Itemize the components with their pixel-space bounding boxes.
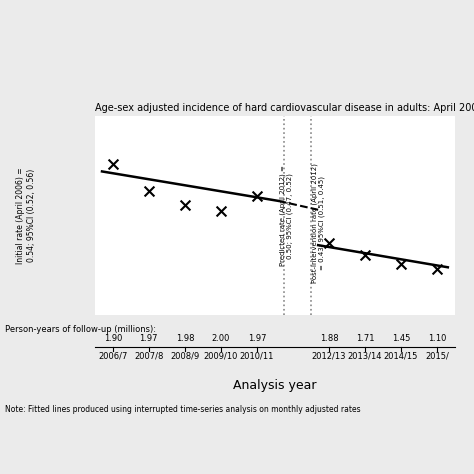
Text: 1.10: 1.10 [428, 334, 446, 343]
Point [253, 192, 261, 200]
Text: Post-intervention rate (April 2012)
= 0.43; 95%CI (0.51, 0.45): Post-intervention rate (April 2012) = 0.… [311, 163, 325, 283]
Text: Analysis year: Analysis year [233, 379, 317, 392]
Text: 2007/8: 2007/8 [134, 352, 164, 361]
Text: 2006/7: 2006/7 [98, 352, 128, 361]
Point [181, 201, 189, 209]
Text: 2012/13: 2012/13 [312, 352, 346, 361]
Text: 2009/10: 2009/10 [204, 352, 238, 361]
Text: 1.88: 1.88 [319, 334, 338, 343]
Point [145, 188, 153, 195]
Text: Person-years of follow-up (millions):: Person-years of follow-up (millions): [5, 325, 156, 334]
Text: 2013/14: 2013/14 [348, 352, 382, 361]
Point [217, 207, 225, 214]
Text: Initial rate (April 2006) =
0.54; 95%CI (0.52, 0.56): Initial rate (April 2006) = 0.54; 95%CI … [17, 167, 36, 264]
Text: 1.71: 1.71 [356, 334, 374, 343]
Point [325, 239, 333, 247]
Text: 2008/9: 2008/9 [170, 352, 200, 361]
Text: 2010/11: 2010/11 [240, 352, 274, 361]
Point [433, 266, 441, 273]
Point [397, 260, 405, 267]
Text: Age-sex adjusted incidence of hard cardiovascular disease in adults: April 2006 : Age-sex adjusted incidence of hard cardi… [95, 103, 474, 113]
Text: 1.45: 1.45 [392, 334, 410, 343]
Point [109, 160, 117, 168]
Text: 1.97: 1.97 [247, 334, 266, 343]
Point [361, 251, 369, 258]
Text: 2014/15: 2014/15 [384, 352, 418, 361]
Text: 2015/: 2015/ [425, 352, 449, 361]
Text: 1.90: 1.90 [104, 334, 122, 343]
Text: 1.98: 1.98 [175, 334, 194, 343]
Text: 2.00: 2.00 [212, 334, 230, 343]
Text: Note: Fitted lines produced using interrupted time-series analysis on monthly ad: Note: Fitted lines produced using interr… [5, 405, 360, 414]
Text: Predicted rate (April 2012) =
0.50; 95%CI (0.47, 0.52): Predicted rate (April 2012) = 0.50; 95%C… [279, 165, 293, 266]
Text: 1.97: 1.97 [139, 334, 158, 343]
